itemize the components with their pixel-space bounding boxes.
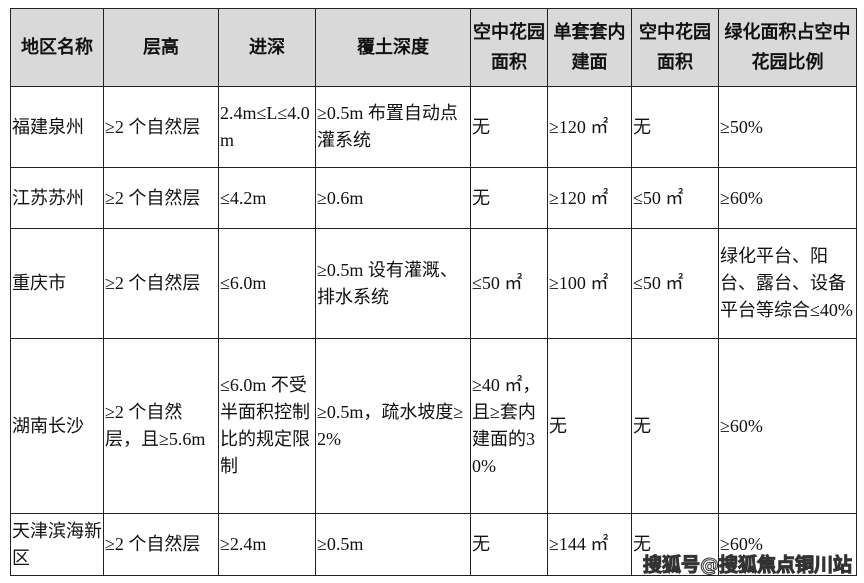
cell-unit-area: ≥120 ㎡ — [547, 86, 632, 168]
cell-region: 江苏苏州 — [10, 167, 104, 229]
cell-soil-depth: ≥0.5m — [315, 513, 471, 576]
cell-green-ratio: ≥60% — [718, 513, 857, 576]
table-row: 江苏苏州 ≥2 个自然层 ≤4.2m ≥0.6m 无 ≥120 ㎡ ≤50 ㎡ ≥60% — [10, 167, 857, 229]
cell-depth: ≥2.4m — [218, 513, 316, 576]
cell-soil-depth: ≥0.6m — [315, 167, 471, 229]
cell-unit-area: ≥120 ㎡ — [547, 167, 632, 229]
policy-comparison-table: 地区名称 层高 进深 覆土深度 空中花园面积 单套套内建面 空中花园面积 绿化面… — [10, 8, 857, 576]
cell-depth: ≤4.2m — [218, 167, 316, 229]
cell-depth: 2.4m≤L≤4.0m — [218, 86, 316, 168]
cell-garden-area: ≤50 ㎡ — [470, 228, 548, 339]
cell-garden-area-2: 无 — [631, 86, 719, 168]
header-floor-height: 层高 — [103, 8, 219, 87]
watermark: 搜狐号@搜狐焦点铜川站 — [642, 554, 852, 577]
table-row: 福建泉州 ≥2 个自然层 2.4m≤L≤4.0m ≥0.5m 布置自动点灌系统无 ≥12… — [10, 86, 857, 168]
cell-soil-depth: ≥0.5m，疏水坡度≥2% — [315, 338, 471, 514]
header-green-ratio: 绿化面积占空中花园比例 — [718, 8, 857, 87]
cell-garden-area-2: 无 — [631, 338, 719, 514]
cell-soil-depth: ≥0.5m 设有灌溉、排水系统 — [315, 228, 471, 339]
table-row: 重庆市 ≥2 个自然层 ≤6.0m ≥0.5m 设有灌溉、排水系统 ≤50 ㎡ ≥100 … — [10, 228, 857, 339]
cell-garden-area: 无 — [470, 513, 548, 576]
cell-garden-area: ≥40 ㎡，且≥套内建面的30% — [470, 338, 548, 514]
cell-green-ratio: ≥60% — [718, 167, 857, 229]
cell-soil-depth: ≥0.5m 布置自动点灌系统 — [315, 86, 471, 168]
header-unit-area: 单套套内建面 — [547, 8, 632, 87]
cell-garden-area-2: ≤50 ㎡ — [631, 167, 719, 229]
cell-region: 湖南长沙 — [10, 338, 104, 514]
cell-region: 天津滨海新区 — [10, 513, 104, 576]
cell-green-ratio: 绿化平台、阳台、露台、设备平台等综合≤40% — [718, 228, 857, 339]
cell-floor-height: ≥2 个自然层 — [103, 228, 219, 339]
header-soil-depth: 覆土深度 — [315, 8, 471, 87]
cell-green-ratio: ≥50% — [718, 86, 857, 168]
header-row: 地区名称 层高 进深 覆土深度 空中花园面积 单套套内建面 空中花园面积 绿化面… — [10, 8, 857, 87]
cell-unit-area: 无 — [547, 338, 632, 514]
cell-floor-height: ≥2 个自然层 — [103, 513, 219, 576]
cell-garden-area-2: ≤50 ㎡ — [631, 228, 719, 339]
cell-garden-area: 无 — [470, 167, 548, 229]
cell-floor-height: ≥2 个自然层 — [103, 86, 219, 168]
cell-region: 福建泉州 — [10, 86, 104, 168]
header-region: 地区名称 — [10, 8, 104, 87]
header-garden-area-2: 空中花园面积 — [631, 8, 719, 87]
cell-depth: ≤6.0m — [218, 228, 316, 339]
cell-region: 重庆市 — [10, 228, 104, 339]
cell-unit-area: ≥100 ㎡ — [547, 228, 632, 339]
header-depth: 进深 — [218, 8, 316, 87]
table-row: 湖南长沙 ≥2 个自然层，且≥5.6m ≤6.0m 不受半面积控制比的规定限制 ≥0.… — [10, 338, 857, 514]
cell-unit-area: ≥144 ㎡ — [547, 513, 632, 576]
cell-floor-height: ≥2 个自然层，且≥5.6m — [103, 338, 219, 514]
cell-depth: ≤6.0m 不受半面积控制比的规定限制 — [218, 338, 316, 514]
cell-green-ratio: ≥60% — [718, 338, 857, 514]
cell-garden-area-2: 无 — [631, 513, 719, 576]
header-garden-area: 空中花园面积 — [470, 8, 548, 87]
cell-floor-height: ≥2 个自然层 — [103, 167, 219, 229]
cell-garden-area: 无 — [470, 86, 548, 168]
